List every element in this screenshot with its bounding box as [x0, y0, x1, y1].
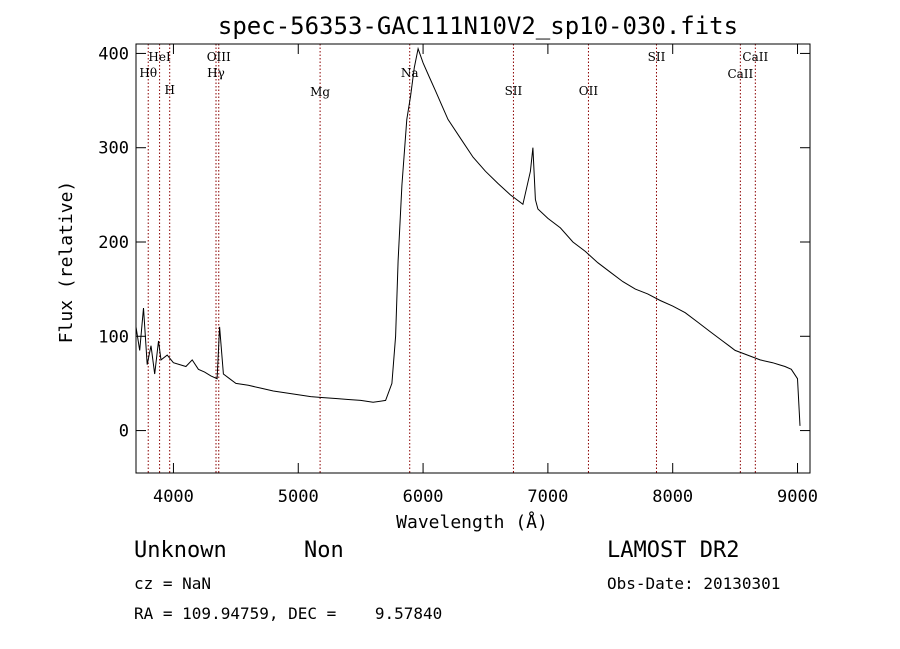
line-marker-label: SII	[648, 50, 666, 64]
survey-name: LAMOST DR2	[607, 538, 740, 563]
object-subclass: Non	[304, 538, 344, 563]
x-axis-label: Wavelength (Å)	[396, 511, 548, 533]
y-tick-label: 0	[119, 422, 129, 442]
line-marker-label: OIII	[207, 50, 231, 64]
x-axis-ticks: 4000 5000 6000 7000 8000 9000	[153, 44, 818, 507]
x-tick-label: 6000	[403, 487, 444, 507]
line-marker-label: H	[164, 83, 174, 97]
line-marker-label: CaII	[742, 50, 768, 64]
line-marker-label: Na	[401, 66, 419, 80]
emission-line-markers: Hθ HeI H Hγ OIII Mg Na SII OII SII CaII CaII	[139, 44, 768, 473]
line-marker-label: Mg	[310, 85, 330, 99]
line-marker-label: OII	[579, 84, 599, 98]
line-marker-label: SII	[505, 84, 523, 98]
y-axis-label: Flux (relative)	[56, 181, 77, 344]
plot-frame	[135, 43, 811, 474]
y-tick-label: 400	[98, 44, 129, 64]
y-tick-label: 100	[98, 327, 129, 347]
redshift-value: cz = NaN	[134, 574, 212, 593]
y-axis-ticks: 0 100 200 300 400	[98, 44, 810, 442]
x-tick-label: 5000	[278, 487, 319, 507]
observation-date: Obs-Date: 20130301	[607, 574, 781, 593]
x-tick-label: 7000	[527, 487, 568, 507]
object-class: Unknown	[134, 538, 227, 563]
chart-title: spec-56353-GAC111N10V2_sp10-030.fits	[218, 12, 738, 40]
line-marker-label: Hγ	[207, 66, 225, 80]
x-tick-label: 8000	[652, 487, 693, 507]
y-tick-label: 300	[98, 139, 129, 159]
y-tick-label: 200	[98, 233, 129, 253]
coordinates: RA = 109.94759, DEC = 9.57840	[134, 604, 443, 623]
line-marker-label: Hθ	[139, 66, 157, 80]
line-marker-label: CaII	[727, 67, 753, 81]
x-tick-label: 4000	[153, 487, 194, 507]
x-tick-label: 9000	[777, 487, 818, 507]
spectrum-series-line	[135, 46, 801, 426]
line-marker-label: HeI	[148, 50, 171, 64]
